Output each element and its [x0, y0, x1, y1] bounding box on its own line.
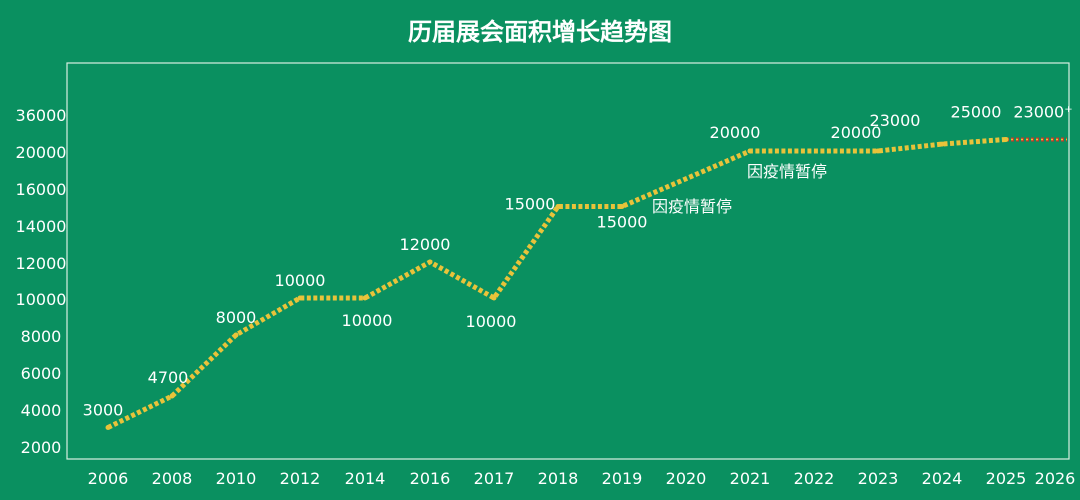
x-tick-label: 2006 [88, 469, 129, 488]
plot-frame [66, 62, 1070, 460]
pause-annotation: 因疫情暂停 [652, 197, 732, 216]
y-tick-label: 36000 [16, 106, 67, 125]
data-label: 8000 [216, 308, 257, 327]
x-tick-label: 2021 [730, 469, 771, 488]
x-tick-label: 2012 [280, 469, 321, 488]
x-tick-label: 2022 [794, 469, 835, 488]
data-point [233, 332, 239, 338]
series-line [106, 136, 1007, 430]
x-tick-label: 2010 [216, 469, 257, 488]
data-label: 20000 [710, 123, 761, 142]
data-label: 15000 [505, 195, 556, 214]
x-tick-label: 2014 [345, 469, 386, 488]
data-label: 25000 [951, 102, 1002, 121]
x-tick-label: 2023 [858, 469, 899, 488]
y-tick-label: 20000 [16, 143, 67, 162]
y-tick-label: 10000 [16, 290, 67, 309]
y-axis: 2000 4000 6000 8000 10000 12000 14000 16000 2000… [16, 106, 67, 457]
data-point [297, 295, 303, 301]
data-point [939, 141, 945, 147]
data-point [619, 204, 625, 209]
x-tick-label: 2019 [602, 469, 643, 488]
data-label: 10000 [275, 271, 326, 290]
data-label: 20000 [831, 123, 882, 142]
data-point [105, 425, 111, 430]
data-label: 10000 [466, 312, 517, 331]
y-tick-label: 16000 [16, 180, 67, 199]
data-point [555, 204, 561, 209]
data-label: 23000⁺ [1013, 102, 1072, 121]
data-point [875, 148, 881, 154]
x-tick-label: 2026 [1035, 469, 1076, 488]
data-label: 3000 [83, 401, 124, 420]
chart-title: 历届展会面积增长趋势图 [408, 18, 672, 46]
data-point [747, 148, 753, 154]
data-point [491, 295, 497, 301]
x-tick-label: 2020 [666, 469, 707, 488]
data-label: 15000 [597, 213, 648, 232]
x-axis: 2006 2008 2010 2012 2014 2016 2017 2018 2019 2020… [88, 469, 1076, 488]
data-series [105, 136, 1067, 430]
x-tick-label: 2008 [152, 469, 193, 488]
data-labels: 3000 4700 8000 10000 10000 12000 10000 15000 150… [83, 102, 1073, 419]
y-tick-label: 12000 [16, 254, 67, 273]
x-tick-label: 2018 [538, 469, 579, 488]
data-point [427, 259, 433, 265]
y-tick-label: 4000 [21, 401, 62, 420]
data-label: 10000 [342, 311, 393, 330]
x-tick-label: 2017 [474, 469, 515, 488]
data-point [1003, 136, 1009, 142]
y-tick-label: 8000 [21, 327, 62, 346]
y-tick-label: 2000 [21, 438, 62, 457]
x-tick-label: 2024 [922, 469, 963, 488]
data-label: 23000 [870, 111, 921, 130]
data-label: 4700 [148, 368, 189, 387]
x-tick-label: 2016 [410, 469, 451, 488]
x-tick-label: 2025 [986, 469, 1027, 488]
data-point [169, 393, 175, 399]
y-tick-label: 14000 [16, 217, 67, 236]
pause-annotation: 因疫情暂停 [747, 162, 827, 181]
data-label: 12000 [400, 235, 451, 254]
y-tick-label: 6000 [21, 364, 62, 383]
data-point [362, 295, 368, 301]
